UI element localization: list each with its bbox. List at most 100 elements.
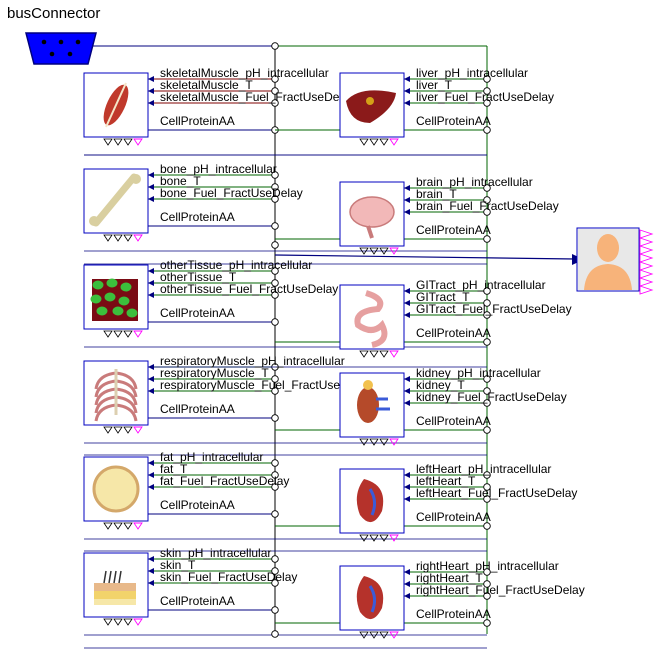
block-skin[interactable]: skin_pH_intracellularskin_Tskin_Fuel_Fra… (83, 546, 297, 626)
wire-junction (271, 222, 279, 230)
brain-signal-label: brain_pH_intracellular (416, 175, 533, 189)
kidney-signal-label: kidney_Fuel_FractUseDelay (416, 390, 567, 404)
output-port (639, 269, 654, 279)
input-arrow (404, 300, 410, 306)
input-arrow (404, 581, 410, 587)
bone-signal-label: bone_Fuel_FractUseDelay (160, 186, 303, 200)
block-otherTissue[interactable]: otherTissue_pH_intracellular otherTissue_… (83, 258, 338, 338)
bone-icon (89, 173, 141, 227)
output-port (639, 229, 654, 239)
wire-junction (271, 42, 279, 50)
wire-junction (271, 606, 279, 614)
input-arrow (148, 184, 154, 190)
wire-junction (483, 387, 491, 395)
wire-junction (483, 619, 491, 627)
wires (84, 42, 584, 649)
block-rightHeart[interactable]: rightHeart_pH_intracellularrightHeart_Tr… (339, 559, 585, 639)
wire-junction (271, 267, 279, 275)
block-ports (103, 234, 143, 242)
wire-junction (483, 287, 491, 295)
input-arrow (404, 472, 410, 478)
wire-junction (483, 483, 491, 491)
wire-junction (483, 568, 491, 576)
brain-signal-label: brain_T (416, 187, 457, 201)
wire-junction (271, 87, 279, 95)
bone-signal-label: bone_T (160, 174, 201, 188)
fat-signal-label: fat_Fuel_FractUseDelay (160, 474, 289, 488)
input-arrow (148, 364, 154, 370)
output-port (639, 285, 654, 295)
wire-junction (483, 375, 491, 383)
wire-junction (483, 426, 491, 434)
wire-junction (271, 318, 279, 326)
output-port (639, 261, 654, 271)
block-respiratoryMuscle[interactable]: respiratoryMuscle_pH_intracellularrespir… (83, 354, 371, 434)
block-bone[interactable]: bone_pH_intracellularbone_Tbone_Fuel_Fra… (83, 162, 303, 242)
liver-icon (346, 90, 396, 123)
block-brain[interactable]: brain_pH_intracellularbrain_Tbrain_Fuel_… (339, 175, 559, 255)
block-GITract[interactable]: GITract_pH_intracellularGITract_TGITract… (339, 278, 572, 358)
leftHeart-cell-protein-label: CellProteinAA (416, 510, 491, 524)
block-ports (359, 350, 399, 358)
leftHeart-signal-label: leftHeart_pH_intracellular (416, 462, 551, 476)
wire-junction (271, 291, 279, 299)
wire-junction (271, 195, 279, 203)
output-port (639, 245, 654, 255)
otherTissue-signal-label: otherTissue_pH_intracellular (160, 258, 312, 272)
wire-junction (271, 387, 279, 395)
GITract-cell-protein-label: CellProteinAA (416, 326, 491, 340)
input-arrow (148, 580, 154, 586)
output-port (639, 253, 654, 263)
otherTissue-signal-label: otherTissue_Fuel_FractUseDelay (160, 282, 338, 296)
tissue-icon (90, 278, 138, 321)
blocks: skeletalMuscle_pH_intracellularskeletalM… (83, 66, 585, 639)
block-leftHeart[interactable]: leftHeart_pH_intracellularleftHeart_Tlef… (339, 462, 577, 542)
block-ports (359, 534, 399, 542)
wire-junction (271, 375, 279, 383)
output-block[interactable] (576, 227, 654, 295)
bus-connector-icon[interactable] (25, 32, 97, 65)
skeletalMuscle-signal-label: skeletalMuscle_Fuel_FractUseDelay (160, 90, 355, 104)
rightHeart-signal-label: rightHeart_T (416, 571, 483, 585)
wire-junction (271, 75, 279, 83)
liver-signal-label: liver_pH_intracellular (416, 66, 528, 80)
input-arrow (148, 196, 154, 202)
wire-junction (271, 630, 279, 638)
kidney-cell-protein-label: CellProteinAA (416, 414, 491, 428)
input-arrow (148, 76, 154, 82)
block-fat[interactable]: fat_pH_intracellularfat_Tfat_Fuel_FractU… (83, 450, 289, 530)
block-liver[interactable]: liver_pH_intracellularliver_Tliver_Fuel_… (339, 66, 554, 146)
input-arrow (404, 388, 410, 394)
bone-signal-label: bone_pH_intracellular (160, 162, 277, 176)
wire-junction (271, 579, 279, 587)
GITract-signal-label: GITract_Fuel_FractUseDelay (416, 302, 572, 316)
wire-junction (483, 184, 491, 192)
wire-junction (271, 414, 279, 422)
input-arrow (148, 292, 154, 298)
wire-junction (483, 208, 491, 216)
respiratoryMuscle-signal-label: respiratoryMuscle_Fuel_FractUseDelay (160, 378, 371, 392)
brain-cell-protein-label: CellProteinAA (416, 223, 491, 237)
liver-signal-label: liver_T (416, 78, 453, 92)
respiratoryMuscle-cell-protein-label: CellProteinAA (160, 402, 235, 416)
input-arrow (148, 484, 154, 490)
wire (274, 254, 576, 260)
block-ports (103, 138, 143, 146)
skin-signal-label: skin_pH_intracellular (160, 546, 271, 560)
wire-junction (271, 241, 279, 249)
skin-signal-label: skin_T (160, 558, 196, 572)
block-ports (359, 631, 399, 639)
input-arrow (404, 209, 410, 215)
wire-junction (483, 99, 491, 107)
wire-junction (271, 279, 279, 287)
input-arrow (404, 496, 410, 502)
block-ports (103, 618, 143, 626)
person-icon (584, 234, 632, 290)
block-kidney[interactable]: kidney_pH_intracellularkidney_Tkidney_Fu… (339, 366, 567, 446)
fat-cell-icon (92, 465, 140, 513)
respiratoryMuscle-signal-label: respiratoryMuscle_T (160, 366, 269, 380)
block-skeletalMuscle[interactable]: skeletalMuscle_pH_intracellularskeletalM… (83, 66, 355, 146)
wire-junction (483, 196, 491, 204)
input-arrow (148, 172, 154, 178)
